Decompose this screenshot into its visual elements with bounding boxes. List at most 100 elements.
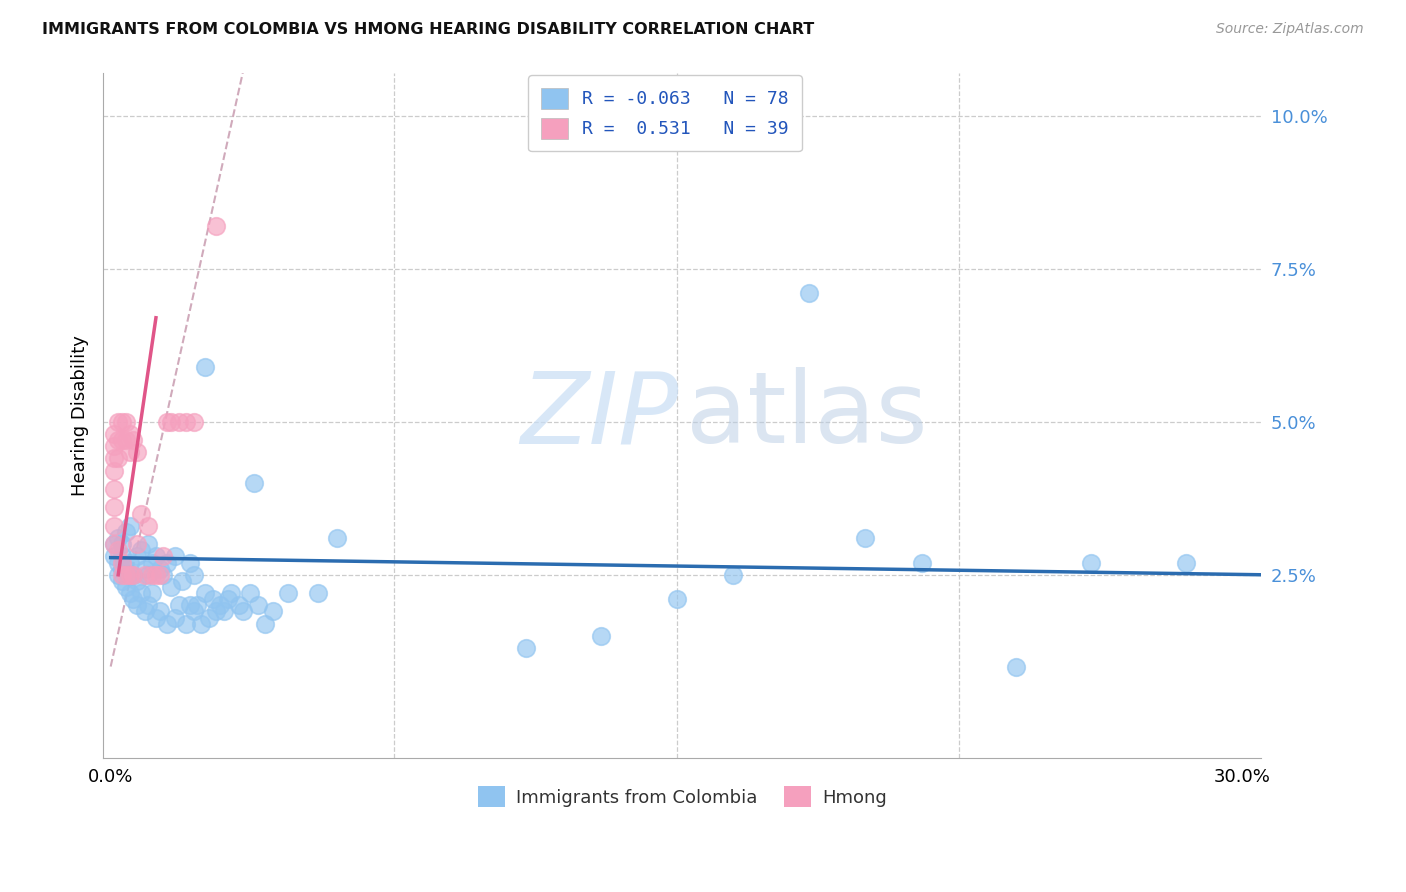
Text: ZIP: ZIP xyxy=(520,368,679,464)
Point xyxy=(125,599,148,613)
Text: IMMIGRANTS FROM COLOMBIA VS HMONG HEARING DISABILITY CORRELATION CHART: IMMIGRANTS FROM COLOMBIA VS HMONG HEARIN… xyxy=(42,22,814,37)
Point xyxy=(167,599,190,613)
Point xyxy=(1080,556,1102,570)
Point xyxy=(134,605,156,619)
Point xyxy=(212,605,235,619)
Point xyxy=(156,415,179,429)
Point xyxy=(1005,659,1028,673)
Point xyxy=(172,574,194,588)
Point xyxy=(114,567,136,582)
Point xyxy=(149,605,172,619)
Point xyxy=(114,580,136,594)
Point xyxy=(141,556,163,570)
Point xyxy=(103,500,125,515)
Point xyxy=(118,556,141,570)
Point xyxy=(149,561,172,575)
Point xyxy=(167,415,190,429)
Point xyxy=(141,567,163,582)
Point xyxy=(103,518,125,533)
Point xyxy=(134,561,156,575)
Point xyxy=(138,599,160,613)
Point xyxy=(209,599,232,613)
Point xyxy=(122,433,145,447)
Point xyxy=(111,574,134,588)
Point xyxy=(107,567,129,582)
Point xyxy=(145,549,167,564)
Text: atlas: atlas xyxy=(686,368,928,464)
Point xyxy=(149,567,172,582)
Point xyxy=(129,543,152,558)
Point xyxy=(179,556,201,570)
Point xyxy=(911,556,934,570)
Point xyxy=(134,567,156,582)
Point xyxy=(201,592,224,607)
Point xyxy=(107,451,129,466)
Point xyxy=(194,586,217,600)
Point xyxy=(183,415,205,429)
Point xyxy=(183,605,205,619)
Point xyxy=(111,561,134,575)
Point xyxy=(152,549,174,564)
Legend: Immigrants from Colombia, Hmong: Immigrants from Colombia, Hmong xyxy=(471,779,894,814)
Point xyxy=(163,549,186,564)
Point xyxy=(125,537,148,551)
Point xyxy=(217,592,239,607)
Point xyxy=(156,616,179,631)
Point xyxy=(243,475,266,490)
Point xyxy=(103,427,125,442)
Point xyxy=(111,537,134,551)
Point xyxy=(103,439,125,453)
Point xyxy=(103,482,125,496)
Point xyxy=(232,605,254,619)
Point xyxy=(118,518,141,533)
Point xyxy=(103,537,125,551)
Point xyxy=(114,415,136,429)
Point xyxy=(152,567,174,582)
Point xyxy=(114,561,136,575)
Point xyxy=(246,599,269,613)
Point xyxy=(107,433,129,447)
Point xyxy=(307,586,329,600)
Point xyxy=(515,641,537,656)
Point xyxy=(262,605,284,619)
Point xyxy=(190,616,212,631)
Point xyxy=(183,567,205,582)
Y-axis label: Hearing Disability: Hearing Disability xyxy=(72,335,89,496)
Point xyxy=(111,556,134,570)
Point xyxy=(118,567,141,582)
Text: Source: ZipAtlas.com: Source: ZipAtlas.com xyxy=(1216,22,1364,37)
Point xyxy=(194,359,217,374)
Point xyxy=(114,524,136,539)
Point xyxy=(205,605,228,619)
Point xyxy=(174,415,197,429)
Point xyxy=(179,599,201,613)
Point xyxy=(118,586,141,600)
Point xyxy=(129,586,152,600)
Point xyxy=(138,518,160,533)
Point xyxy=(797,286,820,301)
Point xyxy=(125,574,148,588)
Point xyxy=(138,567,160,582)
Point xyxy=(103,549,125,564)
Point xyxy=(107,531,129,545)
Point xyxy=(160,580,183,594)
Point xyxy=(174,616,197,631)
Point xyxy=(186,599,208,613)
Point xyxy=(721,567,744,582)
Point xyxy=(122,567,145,582)
Point xyxy=(591,629,613,643)
Point xyxy=(107,543,129,558)
Point xyxy=(221,586,243,600)
Point xyxy=(118,567,141,582)
Point xyxy=(125,549,148,564)
Point xyxy=(111,567,134,582)
Point xyxy=(103,451,125,466)
Point xyxy=(118,445,141,459)
Point xyxy=(160,415,183,429)
Point xyxy=(853,531,876,545)
Point xyxy=(145,610,167,624)
Point xyxy=(103,464,125,478)
Point xyxy=(107,556,129,570)
Point xyxy=(163,610,186,624)
Point xyxy=(145,567,167,582)
